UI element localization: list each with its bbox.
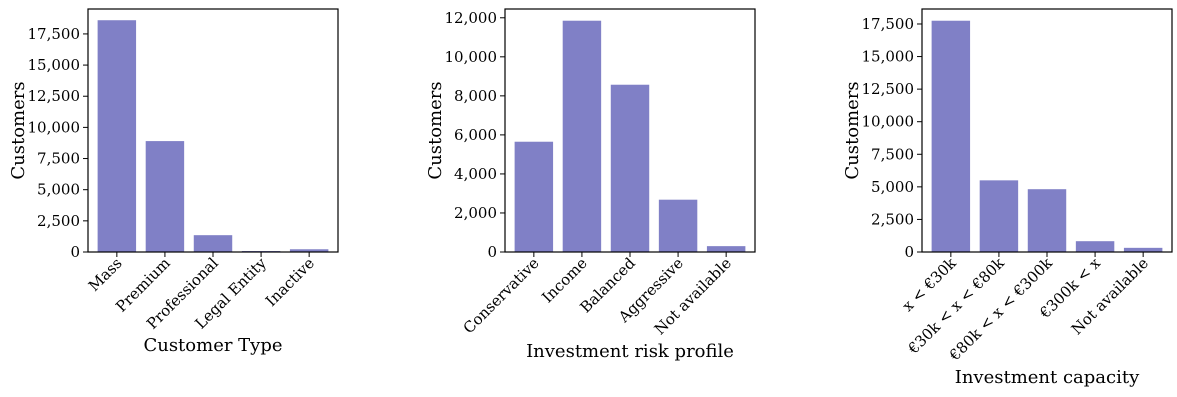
y-tick-label: 2,000 [454,204,497,222]
x-tick-label: Inactive [262,254,318,310]
bar [1027,189,1067,252]
y-tick-label: 0 [70,243,80,261]
x-axis-title: Investment capacity [955,367,1140,388]
bar [562,20,602,253]
y-tick-label: 6,000 [454,126,497,144]
bar [193,235,233,252]
y-axis-title: Customers [8,81,29,179]
y-tick-label: 12,000 [445,9,498,27]
x-tick-label: Mass [85,254,126,295]
x-axis-title: Customer Type [143,335,282,356]
bar [658,199,698,252]
chart-panel-3: 0 2,500 5,000 7,500 10,000 12,500 15,000 17,500… [842,8,1173,388]
bar [706,246,746,252]
y-tick-label: 15,000 [28,56,81,74]
bar [514,141,554,252]
y-tick-label: 4,000 [454,165,497,183]
y-tick-label: 7,500 [37,150,80,168]
y-axis-title: Customers [425,81,446,179]
bar [97,20,137,252]
bar [1075,241,1115,252]
bar [289,249,329,252]
y-tick-label: 2,500 [871,210,914,228]
y-tick-label: 10,000 [445,48,498,66]
y-tick-label: 17,500 [28,25,81,43]
y-tick-label: 15,000 [862,48,915,66]
x-tick-label: Conservative [460,254,543,337]
bar [979,180,1019,252]
y-tick-label: 5,000 [871,178,914,196]
y-tick-label: 12,500 [862,80,915,98]
y-tick-label: 8,000 [454,87,497,105]
y-tick-label: 10,000 [28,118,81,136]
bar [145,141,185,252]
y-tick-label: 12,500 [28,87,81,105]
y-axis-title: Customers [842,81,863,179]
bar [1123,247,1163,252]
y-tick-label: 5,000 [37,181,80,199]
bar [931,20,971,253]
chart-panel-1: 0 2,500 5,000 7,500 10,000 12,500 15,000 17,500… [8,8,339,356]
bar [610,84,650,252]
y-tick-label: 2,500 [37,212,80,230]
y-tick-label: 10,000 [862,113,915,131]
chart-panel-2: 0 2,000 4,000 6,000 8,000 10,000 12,000 Conserv… [425,8,756,362]
y-tick-label: 0 [487,243,497,261]
y-tick-label: 0 [904,243,914,261]
x-axis-title: Investment risk profile [526,341,734,362]
y-tick-label: 7,500 [871,145,914,163]
y-tick-label: 17,500 [862,15,915,33]
